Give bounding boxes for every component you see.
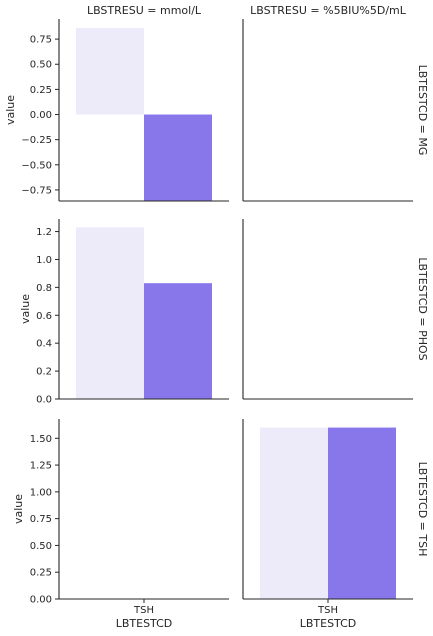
xtick-label-r2c0: TSH <box>133 605 154 616</box>
bar-r0c0-1 <box>144 114 212 201</box>
ytick-label-r0c0-3: 0.00 <box>30 110 52 121</box>
ytick-label-r1c0-1: 0.2 <box>36 367 52 378</box>
ytick-label-r0c0-2: −0.25 <box>21 135 52 146</box>
ytick-label-r0c0-4: 0.25 <box>30 85 52 96</box>
ytick-label-r1c0-5: 1.0 <box>36 255 52 266</box>
bar-r0c0-0 <box>76 28 144 115</box>
row-title-1: LBTESTCD = PHOS <box>416 257 429 360</box>
ytick-label-r2c0-4: 1.00 <box>30 487 52 498</box>
ylabel-row-0: value <box>4 95 17 125</box>
ytick-label-r0c0-5: 0.50 <box>30 60 52 71</box>
ytick-label-r2c0-0: 0.00 <box>30 595 52 606</box>
xlabel-col-0: LBTESTCD <box>116 617 173 630</box>
ytick-label-r0c0-1: −0.50 <box>21 160 52 171</box>
ylabel-row-2: value <box>12 494 25 524</box>
ytick-label-r1c0-2: 0.4 <box>36 339 52 350</box>
bar-r2c1-1 <box>328 427 396 599</box>
col-title-1: LBSTRESU = %5BIU%5D/mL <box>250 4 407 17</box>
bar-r1c0-1 <box>144 283 212 399</box>
ytick-label-r1c0-3: 0.6 <box>36 311 52 322</box>
xtick-label-r2c1: TSH <box>317 605 338 616</box>
row-title-2: LBTESTCD = TSH <box>416 462 429 557</box>
ylabel-row-1: value <box>19 294 32 324</box>
ytick-label-r2c0-5: 1.25 <box>30 461 52 472</box>
ytick-label-r1c0-0: 0.0 <box>36 395 52 406</box>
ytick-label-r0c0-0: −0.75 <box>21 185 52 196</box>
bar-r2c1-0 <box>260 427 328 599</box>
col-title-0: LBSTRESU = mmol/L <box>87 4 202 17</box>
ytick-label-r1c0-6: 1.2 <box>36 227 52 238</box>
xlabel-col-1: LBTESTCD <box>300 617 357 630</box>
ytick-label-r2c0-1: 0.25 <box>30 568 52 579</box>
ytick-label-r1c0-4: 0.8 <box>36 283 52 294</box>
ytick-label-r2c0-2: 0.50 <box>30 541 52 552</box>
ytick-label-r2c0-6: 1.50 <box>30 434 52 445</box>
row-title-0: LBTESTCD = MG <box>416 65 429 156</box>
ytick-label-r0c0-6: 0.75 <box>30 35 52 46</box>
bar-r1c0-0 <box>76 227 144 399</box>
ytick-label-r2c0-3: 0.75 <box>30 514 52 525</box>
